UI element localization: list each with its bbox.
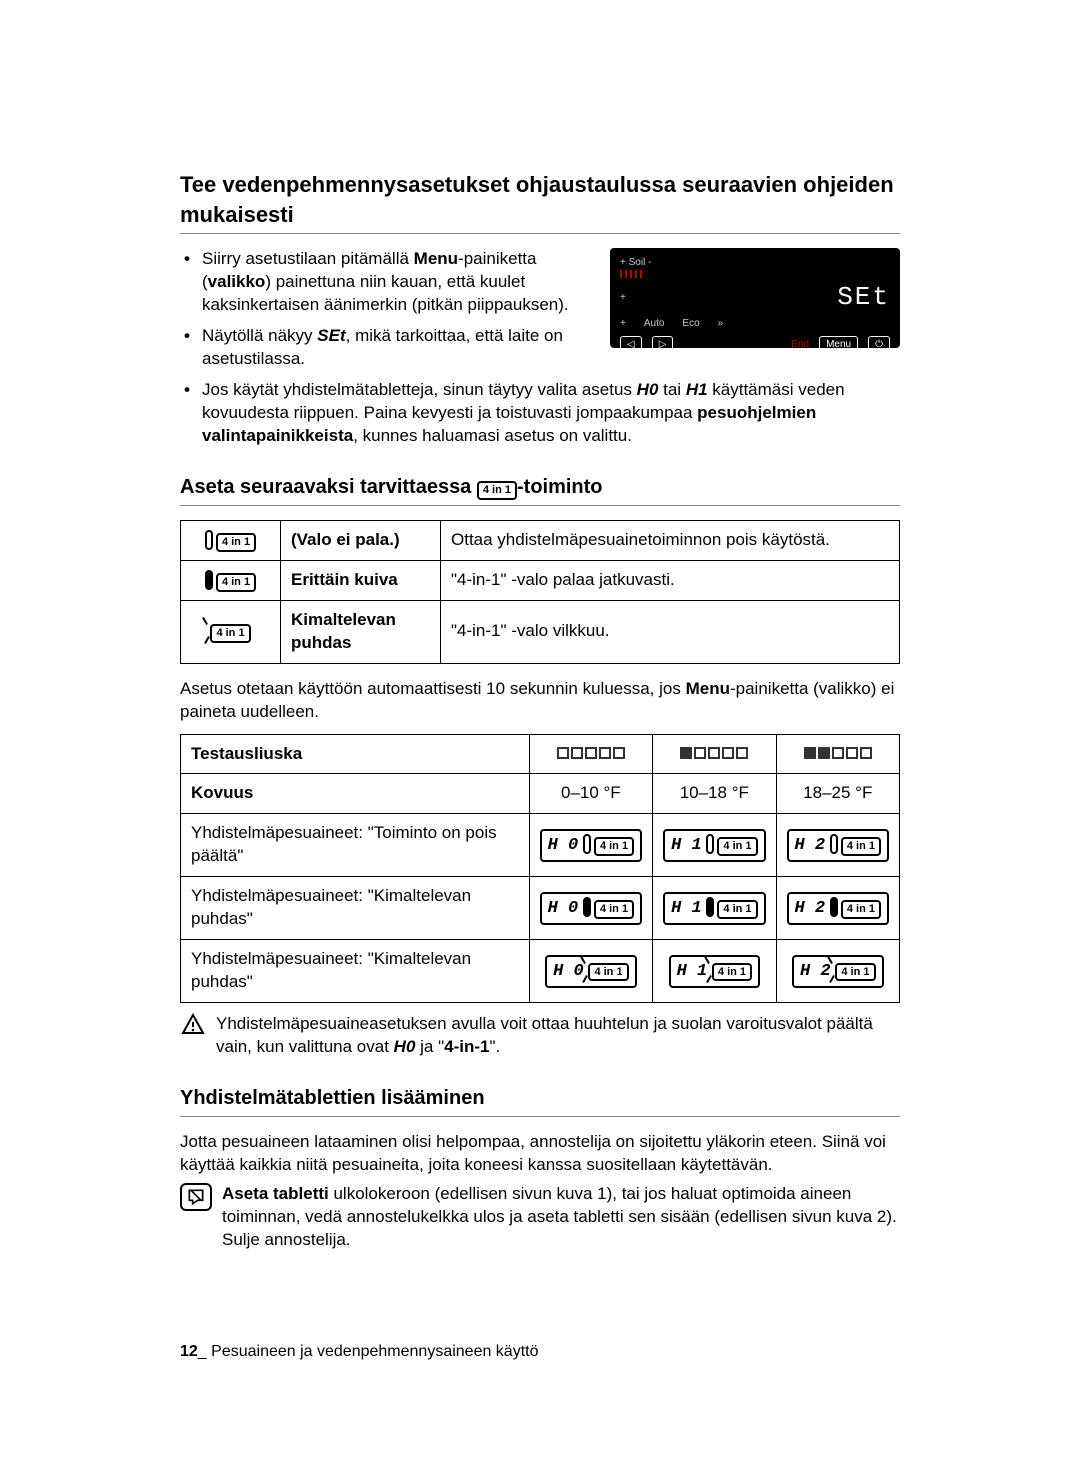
note-icon	[180, 1183, 212, 1211]
row-shine1: Yhdistelmäpesuaineet: "Kimaltelevan puhd…	[181, 877, 530, 940]
menu-button: Menu	[819, 336, 858, 354]
section3-title: Yhdistelmätablettien lisääminen	[180, 1085, 900, 1117]
intro-bullets: Siirry asetustilaan pitämällä Menu-paini…	[180, 248, 598, 371]
seg-display: SEt	[837, 280, 890, 315]
warning-icon	[180, 1013, 206, 1037]
section2-title: Aseta seuraavaksi tarvittaessa 4 in 1-to…	[180, 474, 900, 506]
chip-icon: 4 in 1	[477, 481, 517, 500]
bullet-2: Näytöllä näkyy SEt, mikä tarkoittaa, ett…	[180, 325, 598, 371]
row-off: Yhdistelmäpesuaineet: "Toiminto on pois …	[181, 814, 530, 877]
section1-title: Tee vedenpehmennysasetukset ohjaustaulus…	[180, 170, 900, 234]
page-footer: 12_ Pesuaineen ja vedenpehmennysaineen k…	[180, 1341, 539, 1363]
info-note: Aseta tabletti ulkolokeroon (edellisen s…	[180, 1183, 900, 1252]
auto-text: Asetus otetaan käyttöön automaattisesti …	[180, 678, 900, 724]
function-table: 4 in 1 (Valo ei pala.) Ottaa yhdistelmäp…	[180, 520, 900, 664]
control-panel-illustration: + Soil - + SEt + Auto Eco » ◁ ▷ End Menu…	[610, 248, 900, 348]
bullet-1: Siirry asetustilaan pitämällä Menu-paini…	[180, 248, 598, 317]
warning-note: Yhdistelmäpesuaineasetuksen avulla voit …	[180, 1013, 900, 1059]
th-kovuus: Kovuus	[181, 774, 530, 814]
strip-1	[653, 734, 776, 774]
func-row-2: 4 in 1 Kimaltelevan puhdas "4-in-1" -val…	[181, 600, 900, 663]
intro-bullets-2: Jos käytät yhdistelmätabletteja, sinun t…	[180, 379, 900, 448]
th-test: Testausliuska	[181, 734, 530, 774]
soil-label: + Soil -	[620, 256, 890, 270]
hardness-table: Testausliuska Kovuus 0–10 °F 10–18 °F 18…	[180, 734, 900, 1004]
strip-2	[776, 734, 899, 774]
bullet-3: Jos käytät yhdistelmätabletteja, sinun t…	[180, 379, 900, 448]
row-shine2: Yhdistelmäpesuaineet: "Kimaltelevan puhd…	[181, 940, 530, 1003]
intro-block: Siirry asetustilaan pitämällä Menu-paini…	[180, 248, 900, 379]
func-row-1: 4 in 1 Erittäin kuiva "4-in-1" -valo pal…	[181, 560, 900, 600]
section3-para: Jotta pesuaineen lataaminen olisi helpom…	[180, 1131, 900, 1177]
strip-0	[529, 734, 652, 774]
light-off-icon	[205, 530, 213, 550]
light-on-icon	[205, 570, 213, 590]
light-blink-icon: 4 in 1	[210, 621, 250, 640]
func-row-0: 4 in 1 (Valo ei pala.) Ottaa yhdistelmäp…	[181, 520, 900, 560]
